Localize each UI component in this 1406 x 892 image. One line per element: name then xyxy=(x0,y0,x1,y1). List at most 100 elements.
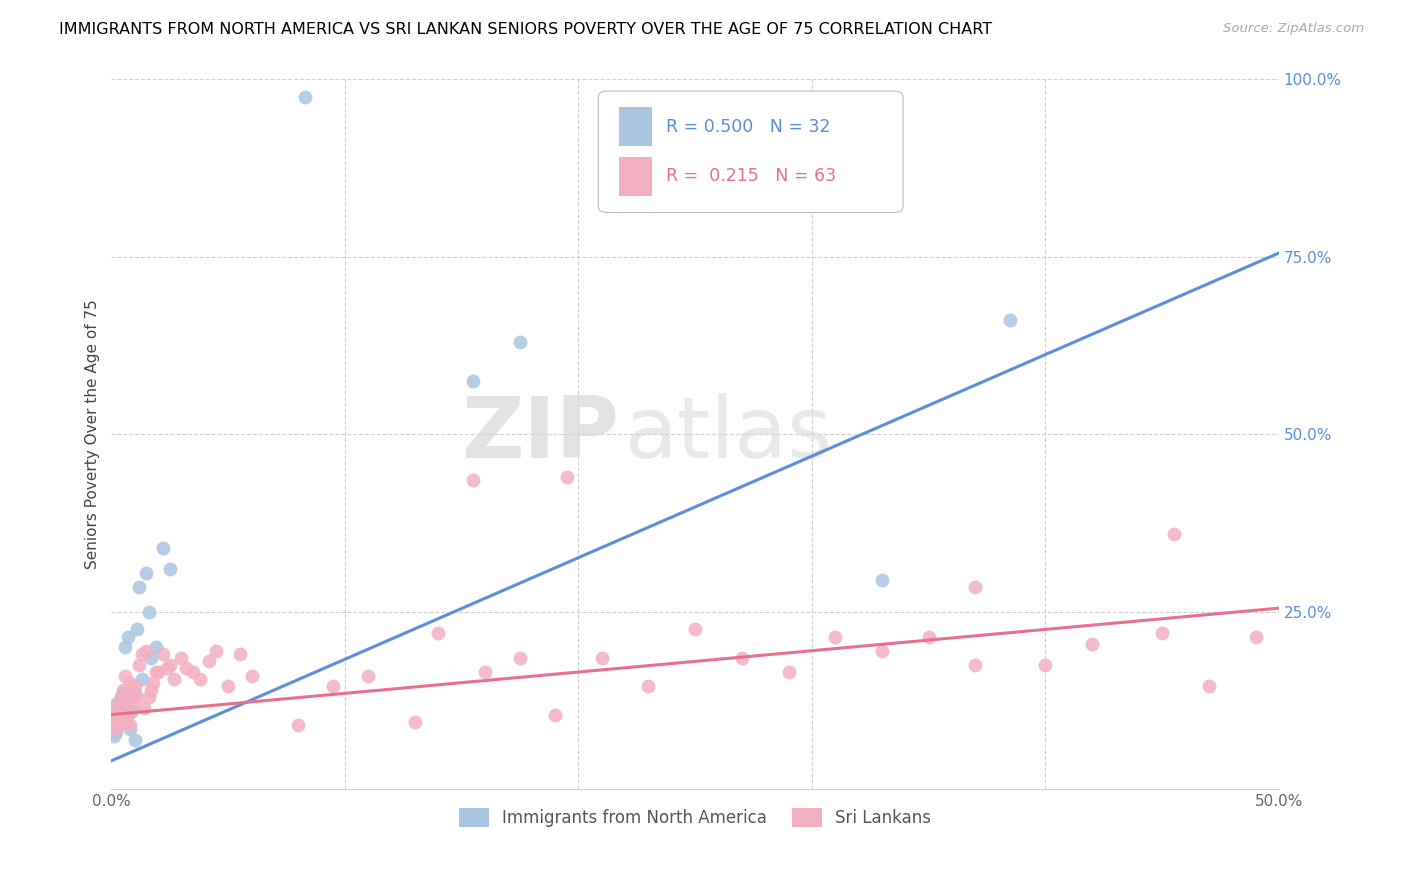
Point xyxy=(124,686,146,700)
Point xyxy=(146,665,169,679)
Point xyxy=(139,682,162,697)
Point xyxy=(544,707,567,722)
Point xyxy=(174,661,197,675)
Point xyxy=(1035,657,1057,672)
Point xyxy=(112,686,135,700)
Point xyxy=(121,704,143,718)
Point xyxy=(110,714,132,729)
Point xyxy=(132,700,155,714)
Text: Source: ZipAtlas.com: Source: ZipAtlas.com xyxy=(1223,22,1364,36)
Point xyxy=(103,722,125,736)
Point xyxy=(121,697,143,711)
Point xyxy=(427,626,450,640)
Point xyxy=(870,644,893,658)
Point xyxy=(128,580,150,594)
Point xyxy=(294,89,316,103)
Point xyxy=(124,732,146,747)
Point xyxy=(1244,630,1267,644)
Point xyxy=(117,630,139,644)
Point xyxy=(120,718,142,732)
Point xyxy=(152,541,174,555)
Point xyxy=(105,725,128,739)
Point xyxy=(240,668,263,682)
Point xyxy=(114,668,136,682)
Point xyxy=(637,679,659,693)
Point xyxy=(509,334,531,349)
Point xyxy=(105,711,128,725)
Point xyxy=(229,647,252,661)
Point xyxy=(103,714,125,729)
Point xyxy=(778,665,800,679)
Point xyxy=(181,665,204,679)
Y-axis label: Seniors Poverty Over the Age of 75: Seniors Poverty Over the Age of 75 xyxy=(86,299,100,569)
Point xyxy=(965,657,987,672)
Bar xyxy=(619,107,652,146)
Point xyxy=(188,672,211,686)
Point xyxy=(103,729,125,743)
Point xyxy=(731,650,754,665)
Bar xyxy=(619,157,652,196)
Point xyxy=(105,707,128,722)
Point xyxy=(555,469,578,483)
Point xyxy=(463,374,485,388)
Point xyxy=(163,672,186,686)
Point xyxy=(683,623,706,637)
Point xyxy=(145,665,167,679)
Point xyxy=(139,650,162,665)
Point xyxy=(110,690,132,704)
Point xyxy=(117,707,139,722)
Point xyxy=(870,573,893,587)
Text: R =  0.215   N = 63: R = 0.215 N = 63 xyxy=(666,168,837,186)
Point xyxy=(120,690,142,704)
FancyBboxPatch shape xyxy=(599,91,903,212)
Point xyxy=(107,697,129,711)
Point xyxy=(103,704,125,718)
Point xyxy=(103,714,125,729)
Point xyxy=(128,657,150,672)
Point xyxy=(120,675,142,690)
Point xyxy=(138,690,160,704)
Point xyxy=(159,657,181,672)
Point xyxy=(1000,313,1022,327)
Point xyxy=(198,654,221,668)
Point xyxy=(127,623,149,637)
Point xyxy=(124,679,146,693)
Point xyxy=(110,707,132,722)
Point xyxy=(824,630,846,644)
Point xyxy=(112,682,135,697)
Point xyxy=(217,679,239,693)
Point xyxy=(509,650,531,665)
Point xyxy=(965,580,987,594)
Point xyxy=(107,714,129,729)
Point xyxy=(127,690,149,704)
Text: IMMIGRANTS FROM NORTH AMERICA VS SRI LANKAN SENIORS POVERTY OVER THE AGE OF 75 C: IMMIGRANTS FROM NORTH AMERICA VS SRI LAN… xyxy=(59,22,993,37)
Point xyxy=(1163,526,1185,541)
Point xyxy=(114,640,136,655)
Point xyxy=(1198,679,1220,693)
Point xyxy=(107,718,129,732)
Point xyxy=(131,672,153,686)
Point xyxy=(120,722,142,736)
Point xyxy=(145,640,167,655)
Point xyxy=(107,704,129,718)
Point xyxy=(135,644,157,658)
Point xyxy=(135,566,157,580)
Point xyxy=(918,630,941,644)
Point xyxy=(159,562,181,576)
Point xyxy=(463,473,485,487)
Point xyxy=(117,690,139,704)
Point xyxy=(112,700,135,714)
Legend: Immigrants from North America, Sri Lankans: Immigrants from North America, Sri Lanka… xyxy=(453,802,938,834)
Point xyxy=(138,605,160,619)
Point xyxy=(110,690,132,704)
Point xyxy=(1152,626,1174,640)
Point xyxy=(404,714,426,729)
Point xyxy=(205,644,228,658)
Point xyxy=(112,700,135,714)
Point xyxy=(156,661,179,675)
Point xyxy=(322,679,344,693)
Point xyxy=(474,665,496,679)
Point xyxy=(170,650,193,665)
Point xyxy=(357,668,380,682)
Point xyxy=(591,650,613,665)
